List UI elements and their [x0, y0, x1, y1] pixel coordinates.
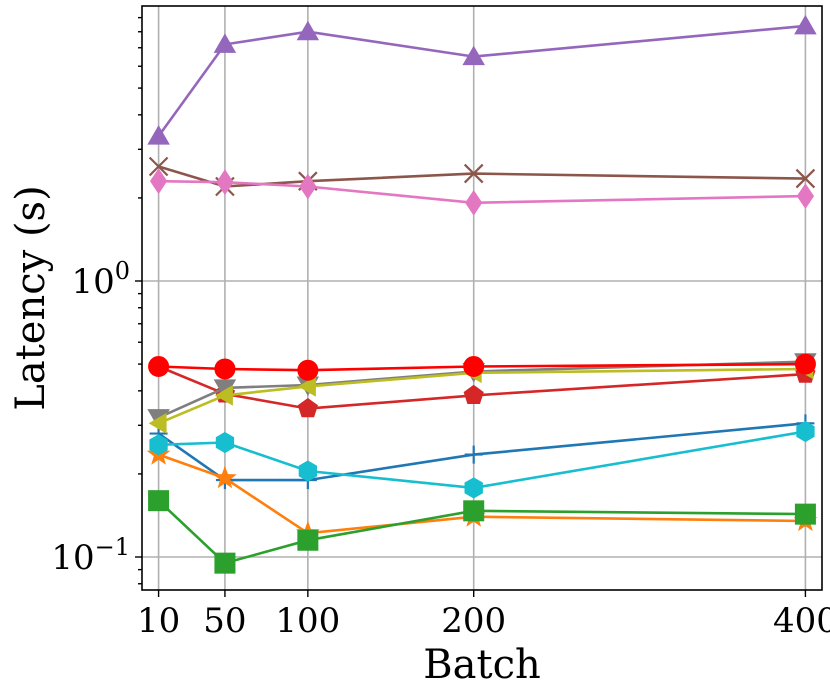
series-3-point: [297, 529, 319, 551]
series-5-point: [462, 45, 485, 66]
series-9-point: [214, 385, 233, 406]
x-tick-label: 200: [441, 601, 506, 641]
ticks: 10 50 100 200 400 10−1 100: [51, 16, 830, 641]
series-7-point: [299, 173, 317, 200]
series-3-point: [148, 490, 170, 512]
series-5-point: [794, 14, 817, 35]
plot-frame: [141, 5, 823, 591]
series-11-point: [148, 356, 170, 378]
x-axis-label: Batch: [423, 642, 540, 688]
series-7-point: [796, 183, 815, 210]
series-4-point: [463, 384, 484, 404]
series-2-point: [213, 465, 237, 489]
series-10-point: [149, 434, 168, 456]
series-5: [147, 14, 817, 145]
series-11-point: [463, 356, 485, 378]
x-tick-label: 400: [773, 601, 830, 641]
series-group: [146, 14, 818, 574]
series-5-point: [147, 125, 170, 145]
series-7-point: [149, 168, 168, 195]
series-6: [148, 156, 816, 197]
x-tick-label: 50: [203, 601, 246, 641]
grid: [142, 6, 822, 590]
series-10-point: [796, 420, 815, 443]
series-4-point: [297, 397, 318, 418]
series-11-point: [214, 358, 236, 380]
series-10-point: [464, 477, 483, 499]
y-axis-label: Latency (s): [8, 185, 54, 410]
series-3: [148, 490, 816, 574]
series-6-point: [463, 163, 484, 184]
series-7: [149, 168, 815, 216]
series-7-point: [465, 189, 483, 216]
series-9-point: [148, 412, 167, 434]
x-tick-label: 10: [137, 601, 180, 641]
x-tick-label: 100: [275, 601, 340, 641]
series-5-point: [213, 33, 237, 53]
series-5-line: [157, 24, 806, 137]
series-10: [149, 420, 815, 499]
y-tick-label: 100: [71, 257, 130, 302]
series-10-point: [215, 431, 235, 454]
series-11-point: [297, 359, 319, 381]
series-5-point: [296, 20, 320, 41]
series-10-point: [298, 460, 317, 482]
series-3-point: [794, 503, 816, 525]
series-2-line: [158, 453, 806, 535]
series-6-point: [148, 156, 169, 177]
series-6-point: [795, 168, 816, 189]
series-3-point: [214, 552, 236, 574]
series-3-point: [463, 500, 485, 522]
y-tick-label: 10−1: [51, 533, 130, 578]
series-11: [148, 353, 816, 381]
series-11-point: [794, 353, 816, 375]
series-9-point: [297, 376, 316, 397]
series-1-point: [464, 445, 483, 464]
series-7-line: [158, 179, 806, 205]
series-7-point: [216, 169, 234, 196]
